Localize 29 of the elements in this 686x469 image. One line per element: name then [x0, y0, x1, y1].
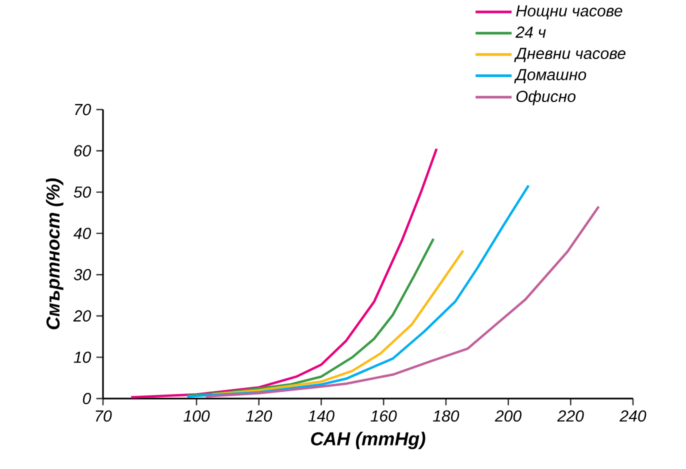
x-tick-label: 140 [308, 410, 334, 422]
line-series [186, 184, 530, 398]
line-series [130, 148, 438, 399]
x-tick-label: 180 [433, 410, 460, 422]
legend-label: Офисно [516, 90, 576, 106]
x-tick-label: 70 [96, 410, 112, 422]
legend-label: Нощни часове [516, 6, 622, 20]
legend-label: 24 ч [516, 26, 546, 38]
line-series [186, 238, 435, 398]
y-tick-label: 20 [73, 310, 92, 322]
y-tick-label: 10 [74, 352, 92, 364]
line-series [204, 206, 600, 398]
legend-label: Дневни часове [514, 48, 626, 62]
x-tick-label: 160 [370, 410, 397, 422]
y-tick-label: 50 [74, 186, 92, 198]
y-tick-label: 30 [74, 269, 92, 281]
x-axis-title: САН (mmHg) [311, 432, 426, 450]
line-series [210, 250, 464, 396]
y-axis-title: Смъртност (%) [46, 178, 64, 330]
y-tick-label: 60 [74, 145, 92, 157]
x-tick-label: 120 [246, 410, 272, 422]
legend-label: Домашно [514, 69, 586, 84]
y-tick-label: 0 [82, 393, 92, 404]
x-tick-label: 100 [184, 410, 210, 422]
y-tick-label: 70 [75, 104, 92, 116]
y-tick-label: 40 [73, 228, 92, 240]
x-tick-label: 240 [620, 410, 646, 422]
x-tick-label: 220 [557, 410, 584, 422]
x-tick-label: 200 [494, 410, 522, 422]
